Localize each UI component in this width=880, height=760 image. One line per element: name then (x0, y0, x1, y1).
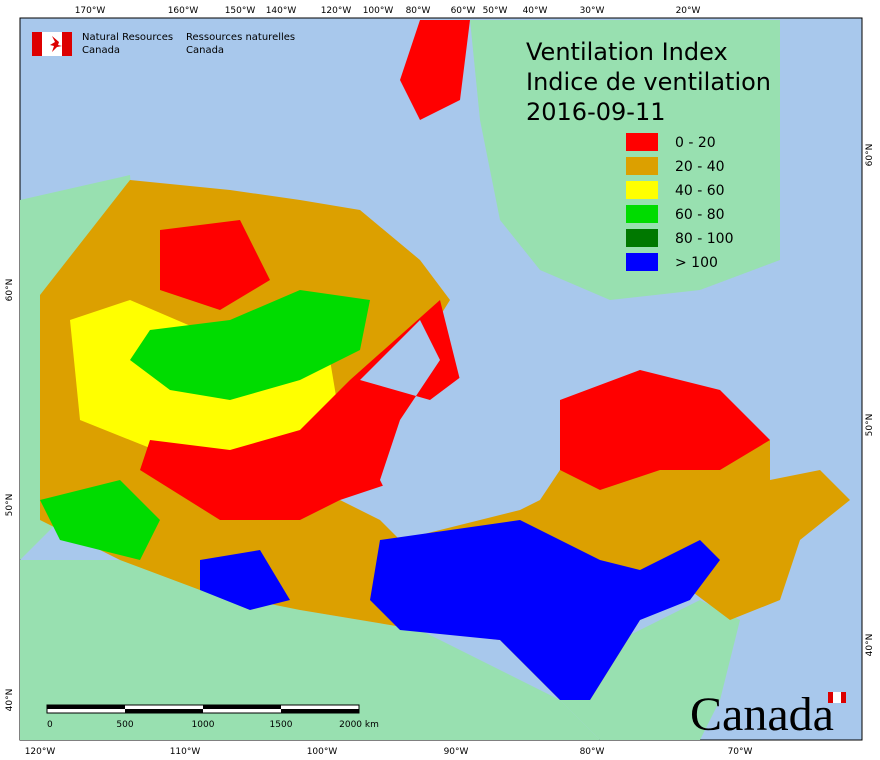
latitude-label: 40°N (5, 689, 15, 712)
longitude-label: 70°W (728, 747, 753, 757)
agency-fr: Ressources naturelles (186, 32, 295, 43)
wordmark-flag (833, 692, 841, 703)
scale-label: 2000 km (339, 720, 379, 730)
legend-label: 60 - 80 (675, 207, 725, 223)
legend-label: > 100 (675, 255, 718, 271)
latitude-label: 60°N (5, 279, 15, 302)
longitude-label: 80°W (580, 747, 605, 757)
wordmark: Canada (690, 688, 834, 741)
longitude-label: 140°W (266, 6, 297, 16)
date: 2016-09-11 (526, 98, 665, 126)
longitude-label: 100°W (307, 747, 338, 757)
latitude-label: 60°N (865, 144, 875, 167)
scale-label: 1000 (192, 720, 215, 730)
legend-label: 20 - 40 (675, 159, 725, 175)
legend-label: 0 - 20 (675, 135, 716, 151)
scale-label: 1500 (270, 720, 293, 730)
agency-en: Natural Resources (82, 32, 173, 43)
longitude-label: 150°W (225, 6, 256, 16)
longitude-label: 160°W (168, 6, 199, 16)
longitude-label: 100°W (363, 6, 394, 16)
scale-label: 0 (47, 720, 53, 730)
latitude-label: 50°N (865, 414, 875, 437)
scale-bar (46, 704, 360, 714)
longitude-label: 30°W (580, 6, 605, 16)
title: Indice de ventilation (526, 68, 771, 96)
longitude-label: 50°W (483, 6, 508, 16)
longitude-label: 120°W (25, 747, 56, 757)
legend-swatch (626, 253, 658, 271)
legend-swatch (626, 133, 658, 151)
longitude-label: 60°W (451, 6, 476, 16)
longitude-label: 40°W (523, 6, 548, 16)
flag-leaf (50, 36, 62, 52)
agency-en: Canada (82, 45, 120, 56)
longitude-label: 80°W (406, 6, 431, 16)
ventilation-field (40, 20, 850, 700)
flag-bar (32, 32, 42, 56)
flag-bar (62, 32, 72, 56)
legend-label: 80 - 100 (675, 231, 734, 247)
scale-label: 500 (116, 720, 133, 730)
legend-swatch (626, 205, 658, 223)
legend-swatch (626, 157, 658, 175)
agency-fr: Canada (186, 45, 224, 56)
longitude-label: 20°W (676, 6, 701, 16)
legend-label: 40 - 60 (675, 183, 725, 199)
legend-swatch (626, 181, 658, 199)
latitude-label: 50°N (5, 494, 15, 517)
longitude-label: 170°W (75, 6, 106, 16)
longitude-label: 110°W (170, 747, 201, 757)
longitude-label: 120°W (321, 6, 352, 16)
legend-swatch (626, 229, 658, 247)
title: Ventilation Index (526, 38, 728, 66)
latitude-label: 40°N (865, 634, 875, 657)
longitude-label: 90°W (444, 747, 469, 757)
